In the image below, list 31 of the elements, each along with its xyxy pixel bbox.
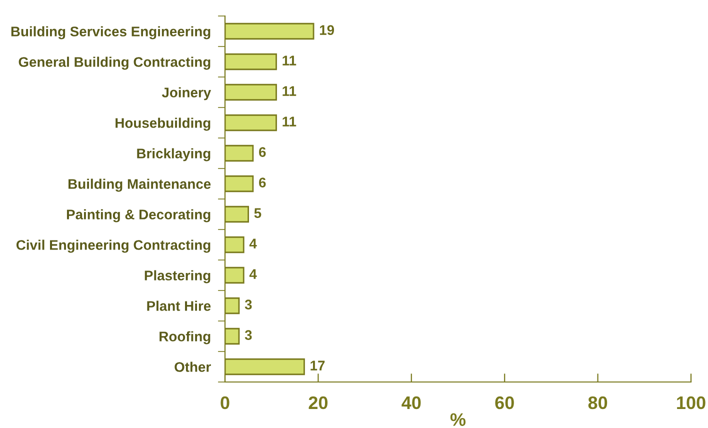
y-tick-label: Building Maintenance — [68, 178, 211, 192]
y-tick-label: Joinery — [162, 87, 212, 100]
data-label: 11 — [282, 56, 296, 66]
data-label: 19 — [320, 25, 334, 35]
data-label: 4 — [249, 238, 257, 248]
y-tick-label: Plastering — [144, 270, 210, 284]
x-tick-label: 0 — [220, 396, 230, 410]
y-tick-label: Other — [174, 362, 211, 372]
data-label: 11 — [282, 86, 296, 96]
data-label: 11 — [282, 116, 296, 126]
x-tick-label: 80 — [588, 396, 608, 410]
y-tick-label: Civil Engineering Contracting — [16, 240, 210, 253]
data-label: 17 — [310, 360, 325, 370]
y-tick-label: Plant Hire — [147, 300, 211, 311]
data-label: 5 — [254, 208, 262, 218]
data-label: 6 — [259, 178, 266, 188]
x-tick-label: 60 — [495, 396, 514, 410]
data-label: 3 — [244, 300, 252, 310]
y-tick-label: Bricklaying — [137, 148, 210, 162]
x-tick-label: 40 — [402, 396, 421, 410]
x-tick-label: 20 — [308, 396, 328, 410]
data-label: 3 — [244, 330, 252, 340]
y-tick-label: General Building Contracting — [18, 56, 210, 70]
data-label: 4 — [249, 269, 257, 279]
data-label: 6 — [259, 147, 266, 157]
y-tick-label: Building Services Engineering — [11, 26, 210, 40]
y-tick-label: Housebuilding — [116, 118, 210, 131]
x-tick-label: 100 — [677, 396, 706, 410]
y-tick-label: Painting & Decorating — [66, 209, 210, 222]
y-tick-label: Roofing — [160, 331, 210, 344]
x-axis-title: % — [450, 413, 466, 426]
